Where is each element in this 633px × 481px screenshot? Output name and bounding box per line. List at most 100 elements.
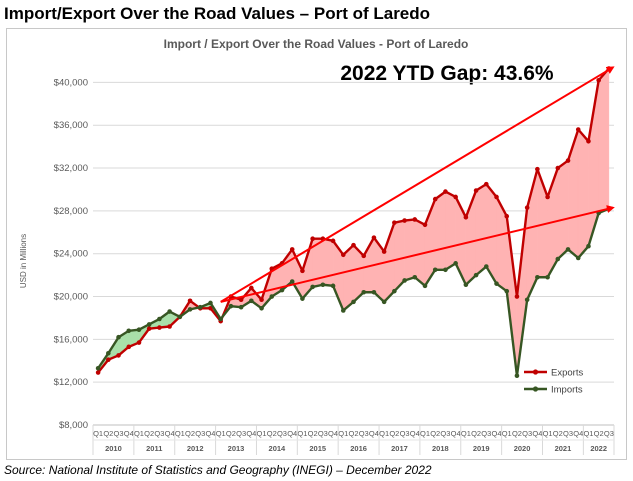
trend-arrow xyxy=(220,66,615,303)
quarter-tick-label: Q3 xyxy=(154,429,164,438)
legend-exports-label: Exports xyxy=(551,368,583,379)
y-tick-label: $40,000 xyxy=(54,77,88,88)
quarter-tick-label: Q4 xyxy=(369,429,379,438)
imports-point xyxy=(259,306,264,311)
imports-point xyxy=(545,274,550,280)
exports-point xyxy=(545,194,550,200)
exports-point xyxy=(95,370,101,375)
quarter-tick-label: Q1 xyxy=(216,429,226,438)
quarter-tick-label: Q4 xyxy=(492,429,502,438)
year-tick-label: 2019 xyxy=(473,444,490,453)
quarter-tick-label: Q1 xyxy=(543,429,553,438)
chart-title: Import / Export Over the Road Values - P… xyxy=(164,37,469,51)
imports-point xyxy=(371,289,377,295)
quarter-tick-label: Q1 xyxy=(134,429,144,438)
quarter-tick-label: Q3 xyxy=(277,429,287,438)
gap-segment xyxy=(322,238,334,287)
imports-point xyxy=(514,373,520,379)
exports-point xyxy=(504,213,510,219)
quarter-tick-label: Q3 xyxy=(522,429,532,438)
legend-imports-marker xyxy=(532,386,539,392)
quarter-tick-label: Q2 xyxy=(308,429,318,438)
year-tick-label: 2014 xyxy=(269,444,287,453)
imports-point xyxy=(269,294,275,299)
y-tick-label: $8,000 xyxy=(59,420,88,431)
imports-point xyxy=(586,243,591,249)
imports-point xyxy=(249,298,254,304)
exports-point xyxy=(300,268,305,274)
quarter-tick-label: Q2 xyxy=(389,429,399,438)
gap-segment xyxy=(445,191,456,271)
exports-point xyxy=(106,357,111,362)
exports-point xyxy=(463,215,469,220)
quarter-tick-label: Q3 xyxy=(114,429,124,438)
quarter-tick-label: Q4 xyxy=(246,429,256,438)
imports-point xyxy=(238,304,244,310)
year-tick-label: 2017 xyxy=(391,444,408,453)
imports-point xyxy=(106,350,111,356)
quarter-tick-label: Q3 xyxy=(195,429,205,438)
quarter-tick-label: Q2 xyxy=(553,429,563,438)
imports-point xyxy=(330,283,336,289)
year-tick-label: 2015 xyxy=(309,444,326,453)
imports-point xyxy=(279,287,285,293)
imports-point xyxy=(473,272,479,278)
quarter-tick-label: Q1 xyxy=(583,429,593,438)
imports-point xyxy=(351,299,356,305)
year-tick-label: 2011 xyxy=(146,444,162,453)
quarter-tick-label: Q2 xyxy=(267,429,277,438)
imports-point xyxy=(484,264,489,269)
imports-point xyxy=(310,284,315,290)
imports-point xyxy=(565,247,571,252)
imports-point xyxy=(555,256,561,262)
imports-point xyxy=(320,282,326,288)
imports-point xyxy=(187,307,193,312)
exports-point xyxy=(473,188,479,193)
imports-point xyxy=(289,279,295,284)
chart-frame: Import / Export Over the Road Values - P… xyxy=(6,28,627,460)
imports-point xyxy=(535,274,540,280)
quarter-tick-label: Q1 xyxy=(297,429,307,438)
quarter-tick-label: Q2 xyxy=(103,429,113,438)
imports-point xyxy=(422,283,428,289)
quarter-tick-label: Q3 xyxy=(236,429,246,438)
exports-point xyxy=(432,196,438,202)
year-tick-label: 2020 xyxy=(514,444,531,453)
imports-point xyxy=(157,316,162,322)
quarter-tick-label: Q2 xyxy=(594,429,604,438)
exports-point xyxy=(146,326,152,331)
imports-point xyxy=(453,261,458,266)
imports-point xyxy=(126,328,132,334)
quarter-tick-label: Q1 xyxy=(420,429,430,438)
quarter-tick-label: Q3 xyxy=(400,429,410,438)
quarter-tick-label: Q1 xyxy=(379,429,389,438)
y-axis-label: USD in Millions xyxy=(19,234,28,288)
imports-point xyxy=(228,303,234,309)
y-tick-label: $12,000 xyxy=(54,377,88,388)
quarter-tick-label: Q3 xyxy=(604,429,614,438)
imports-point xyxy=(443,267,448,273)
quarter-tick-label: Q1 xyxy=(257,429,267,438)
exports-point xyxy=(187,298,193,304)
quarter-tick-label: Q3 xyxy=(440,429,450,438)
exports-point xyxy=(453,194,458,200)
exports-point xyxy=(136,340,142,345)
exports-point xyxy=(208,306,213,311)
exports-point xyxy=(422,222,428,228)
imports-point xyxy=(402,278,407,283)
y-tick-label: $16,000 xyxy=(54,334,88,345)
exports-point xyxy=(310,236,315,242)
exports-point xyxy=(494,194,499,200)
gap-segment xyxy=(557,160,569,260)
imports-point xyxy=(116,334,121,340)
quarter-tick-label: Q3 xyxy=(318,429,328,438)
line-chart: Import / Export Over the Road Values - P… xyxy=(19,37,615,455)
imports-point xyxy=(340,308,346,313)
exports-point xyxy=(116,353,121,358)
exports-point xyxy=(361,253,367,259)
quarter-tick-label: Q1 xyxy=(338,429,348,438)
quarter-tick-label: Q2 xyxy=(226,429,236,438)
quarter-tick-label: Q1 xyxy=(93,429,103,438)
y-tick-labels: $8,000 $12,000 $16,000 $20,000 $24,000 $28,00… xyxy=(54,77,88,431)
imports-point xyxy=(95,365,101,371)
